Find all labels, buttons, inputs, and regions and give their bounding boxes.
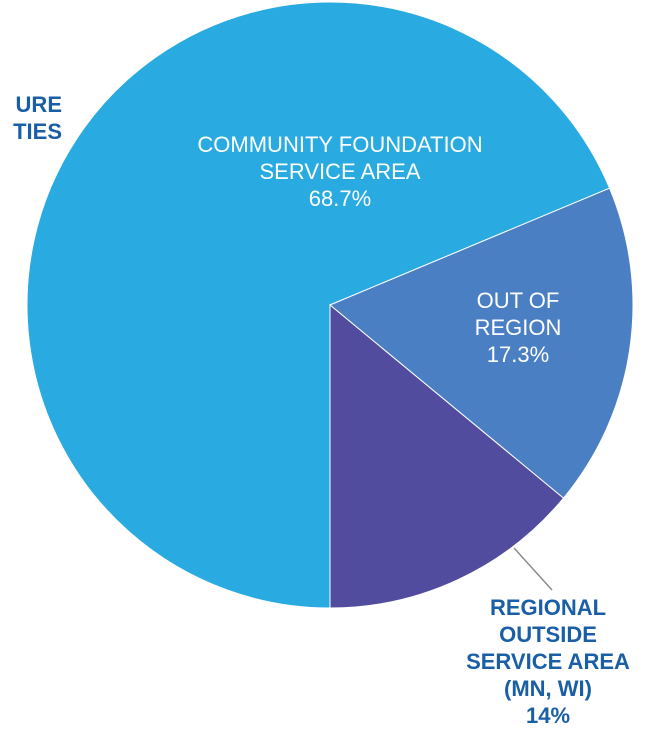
slice-name-line: COMMUNITY FOUNDATION [197,132,482,157]
slice-percent-label: 17.3% [487,342,549,367]
label-community-foundation-service-area: COMMUNITY FOUNDATION SERVICE AREA 68.7% [197,132,482,211]
slice-name-line: OUTSIDE [499,622,597,647]
slice-name-line: REGION [475,315,562,340]
label-regional-outside-service-area: REGIONAL OUTSIDE SERVICE AREA (MN, WI) 14% [466,595,630,728]
slice-name-line: (MN, WI) [504,676,592,701]
clipped-label-line: URE [16,92,62,117]
clipped-label-line: TIES [13,119,62,144]
slice-name-line: SERVICE AREA [466,649,630,674]
slice-regional-outside-service-area [329,303,565,609]
slice-name-line: SERVICE AREA [260,159,421,184]
slice-name-line: OUT OF [477,288,560,313]
slice-name-line: REGIONAL [490,595,606,620]
pie-labels: COMMUNITY FOUNDATION SERVICE AREA 68.7%OUT… [13,92,630,728]
slice-community-foundation-service-area [26,1,611,609]
slice-percent-label: 68.7% [309,186,371,211]
slice-out-of-region [329,187,634,499]
label-out-of-region: OUT OF REGION 17.3% [475,288,562,367]
slice-percent-label: 14% [526,703,570,728]
leader-line [513,547,553,591]
pie-slices [26,1,634,609]
clipped-left-label: URE TIES [13,92,62,144]
